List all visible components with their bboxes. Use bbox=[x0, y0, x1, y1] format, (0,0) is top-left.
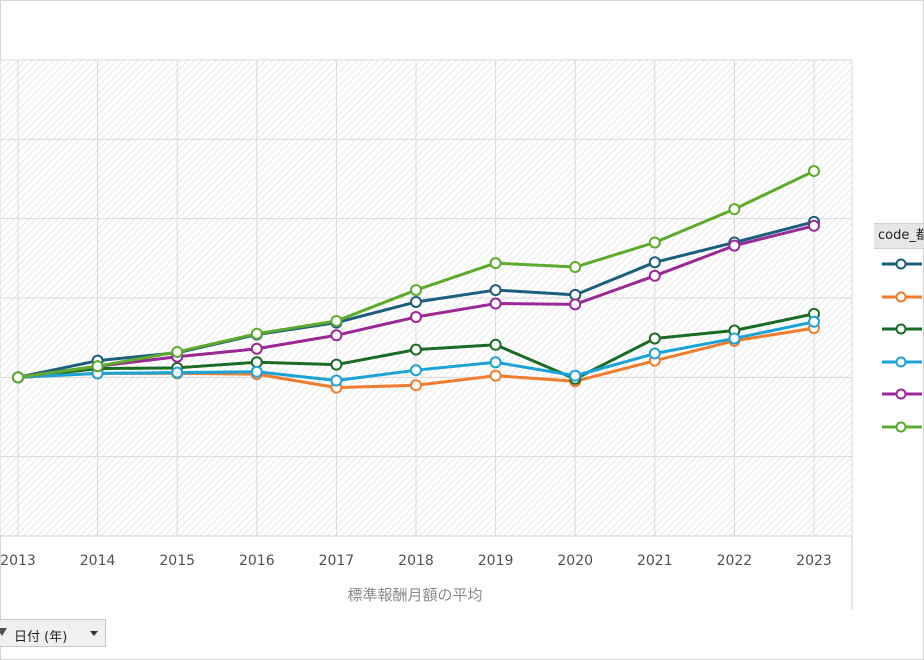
data-point bbox=[728, 239, 741, 252]
data-point bbox=[648, 347, 661, 360]
legend-marker bbox=[895, 291, 907, 302]
legend-item[interactable] bbox=[880, 420, 924, 434]
data-point bbox=[410, 311, 422, 324]
date-field-label: 日付 (年) bbox=[14, 630, 68, 645]
data-point bbox=[410, 379, 422, 392]
filter-icon bbox=[0, 628, 7, 636]
data-point bbox=[171, 345, 184, 358]
legend-swatch bbox=[882, 258, 922, 270]
data-point bbox=[410, 364, 422, 377]
x-tick-label: 2017 bbox=[319, 553, 355, 569]
data-point bbox=[91, 360, 104, 373]
data-point bbox=[648, 269, 661, 282]
x-tick-label: 2023 bbox=[796, 553, 832, 569]
legend-marker bbox=[895, 258, 907, 270]
x-tick-label: 2019 bbox=[478, 553, 514, 569]
data-point bbox=[410, 343, 422, 356]
series-6 bbox=[12, 165, 820, 384]
legend-marker bbox=[895, 323, 907, 335]
legend-item[interactable] bbox=[880, 355, 924, 369]
x-tick-label: 2015 bbox=[159, 553, 195, 569]
data-point bbox=[648, 332, 661, 345]
data-point bbox=[808, 315, 820, 328]
series-4 bbox=[12, 315, 820, 387]
data-point bbox=[489, 297, 502, 310]
data-point bbox=[330, 374, 343, 387]
legend-item[interactable] bbox=[880, 387, 924, 401]
data-point bbox=[728, 332, 741, 345]
x-tick-label: 2020 bbox=[557, 553, 593, 569]
data-point bbox=[410, 295, 422, 308]
legend-swatch bbox=[882, 388, 922, 400]
chevron-down-icon[interactable] bbox=[90, 631, 98, 636]
data-point bbox=[410, 284, 422, 297]
data-point bbox=[250, 327, 263, 340]
data-point bbox=[489, 338, 502, 351]
x-tick-label: 2016 bbox=[239, 553, 275, 569]
legend-item[interactable] bbox=[880, 257, 924, 271]
x-axis-title: 標準報酬月額の平均 bbox=[347, 586, 482, 604]
data-point bbox=[330, 358, 343, 371]
data-point bbox=[250, 342, 263, 355]
legend-marker bbox=[895, 421, 907, 432]
data-point bbox=[12, 371, 24, 384]
data-point bbox=[648, 236, 661, 249]
legend-item[interactable] bbox=[880, 322, 924, 336]
data-point bbox=[330, 315, 343, 328]
data-point bbox=[489, 356, 502, 369]
x-tick-label: 2021 bbox=[637, 553, 673, 569]
data-point bbox=[808, 219, 820, 232]
x-tick-label: 2014 bbox=[80, 553, 116, 569]
legend-item[interactable] bbox=[880, 290, 924, 304]
data-point bbox=[728, 203, 741, 216]
data-point bbox=[569, 261, 582, 274]
series-lines bbox=[12, 165, 820, 394]
legend-swatch bbox=[882, 291, 922, 302]
data-point bbox=[569, 288, 582, 301]
data-point bbox=[808, 165, 820, 178]
data-point bbox=[648, 256, 661, 269]
legend-marker bbox=[895, 356, 907, 367]
x-tick-labels: 2013 2014 2015 2016 2017 2018 2019 2020 2021 2022… bbox=[0, 553, 832, 569]
legend-swatch bbox=[882, 323, 922, 335]
date-field-button[interactable]: 日付 (年) bbox=[0, 619, 106, 647]
data-point bbox=[171, 366, 184, 379]
data-point bbox=[250, 365, 263, 378]
x-tick-label: 2022 bbox=[717, 553, 753, 569]
data-point bbox=[569, 298, 582, 311]
legend-swatch bbox=[882, 356, 922, 367]
data-point bbox=[489, 369, 502, 382]
legend-title: code_都 bbox=[874, 223, 924, 249]
legend-swatch bbox=[882, 421, 922, 432]
data-point bbox=[330, 329, 343, 342]
x-tick-label: 2018 bbox=[398, 553, 434, 569]
data-point bbox=[489, 257, 502, 270]
legend-marker bbox=[895, 388, 907, 400]
x-tick-label: 2013 bbox=[0, 553, 36, 569]
data-point bbox=[569, 369, 582, 382]
data-point bbox=[489, 284, 502, 297]
data-point bbox=[250, 356, 263, 369]
